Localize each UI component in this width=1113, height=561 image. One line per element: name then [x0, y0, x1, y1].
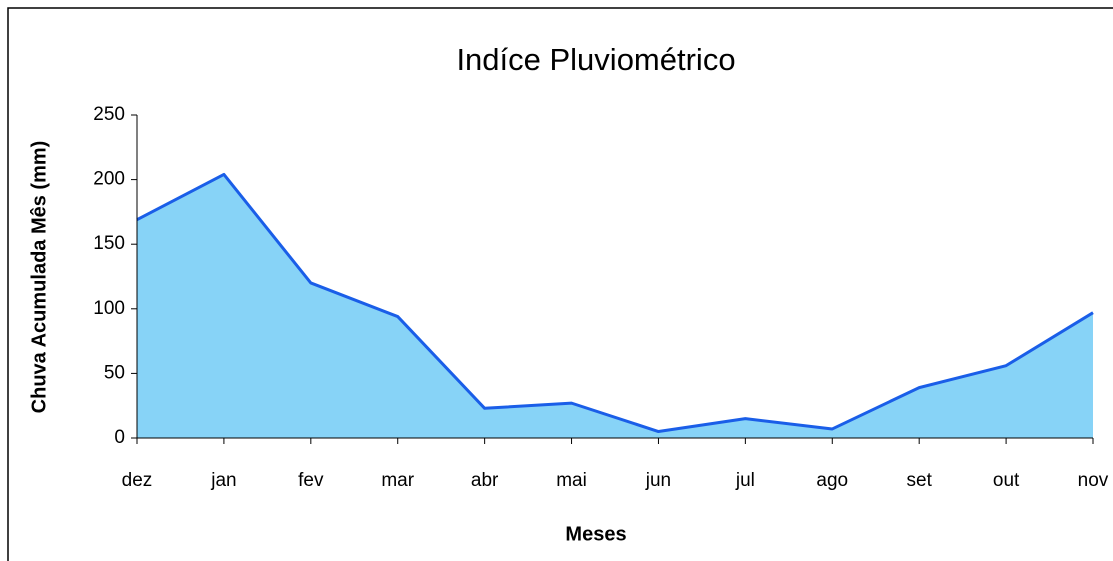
y-axis-label: Chuva Acumulada Mês (mm) [28, 141, 50, 414]
x-tick-label: fev [298, 470, 324, 491]
y-tick-label: 200 [93, 169, 125, 190]
x-tick-label: abr [471, 470, 499, 491]
x-tick-label: mai [556, 470, 587, 491]
x-tick-label: nov [1078, 470, 1109, 491]
x-tick-label: out [993, 470, 1020, 491]
x-tick-label: mar [381, 470, 414, 491]
x-axis-label: Meses [565, 523, 626, 545]
x-tick-label: ago [816, 470, 848, 491]
y-tick-label: 100 [93, 298, 125, 319]
x-tick-label: set [907, 470, 933, 491]
y-tick-label: 150 [93, 233, 125, 254]
x-tick-label: jan [210, 470, 236, 491]
x-tick-label: dez [122, 470, 153, 491]
y-tick-label: 250 [93, 104, 125, 125]
x-tick-label: jun [645, 470, 671, 491]
area-line [136, 172, 1094, 434]
y-tick-label: 50 [104, 362, 125, 383]
area-fill [137, 174, 1093, 438]
x-tick-label: jul [735, 470, 755, 491]
y-tick-label: 0 [114, 427, 125, 448]
chart-title: Indíce Pluviométrico [456, 42, 735, 77]
